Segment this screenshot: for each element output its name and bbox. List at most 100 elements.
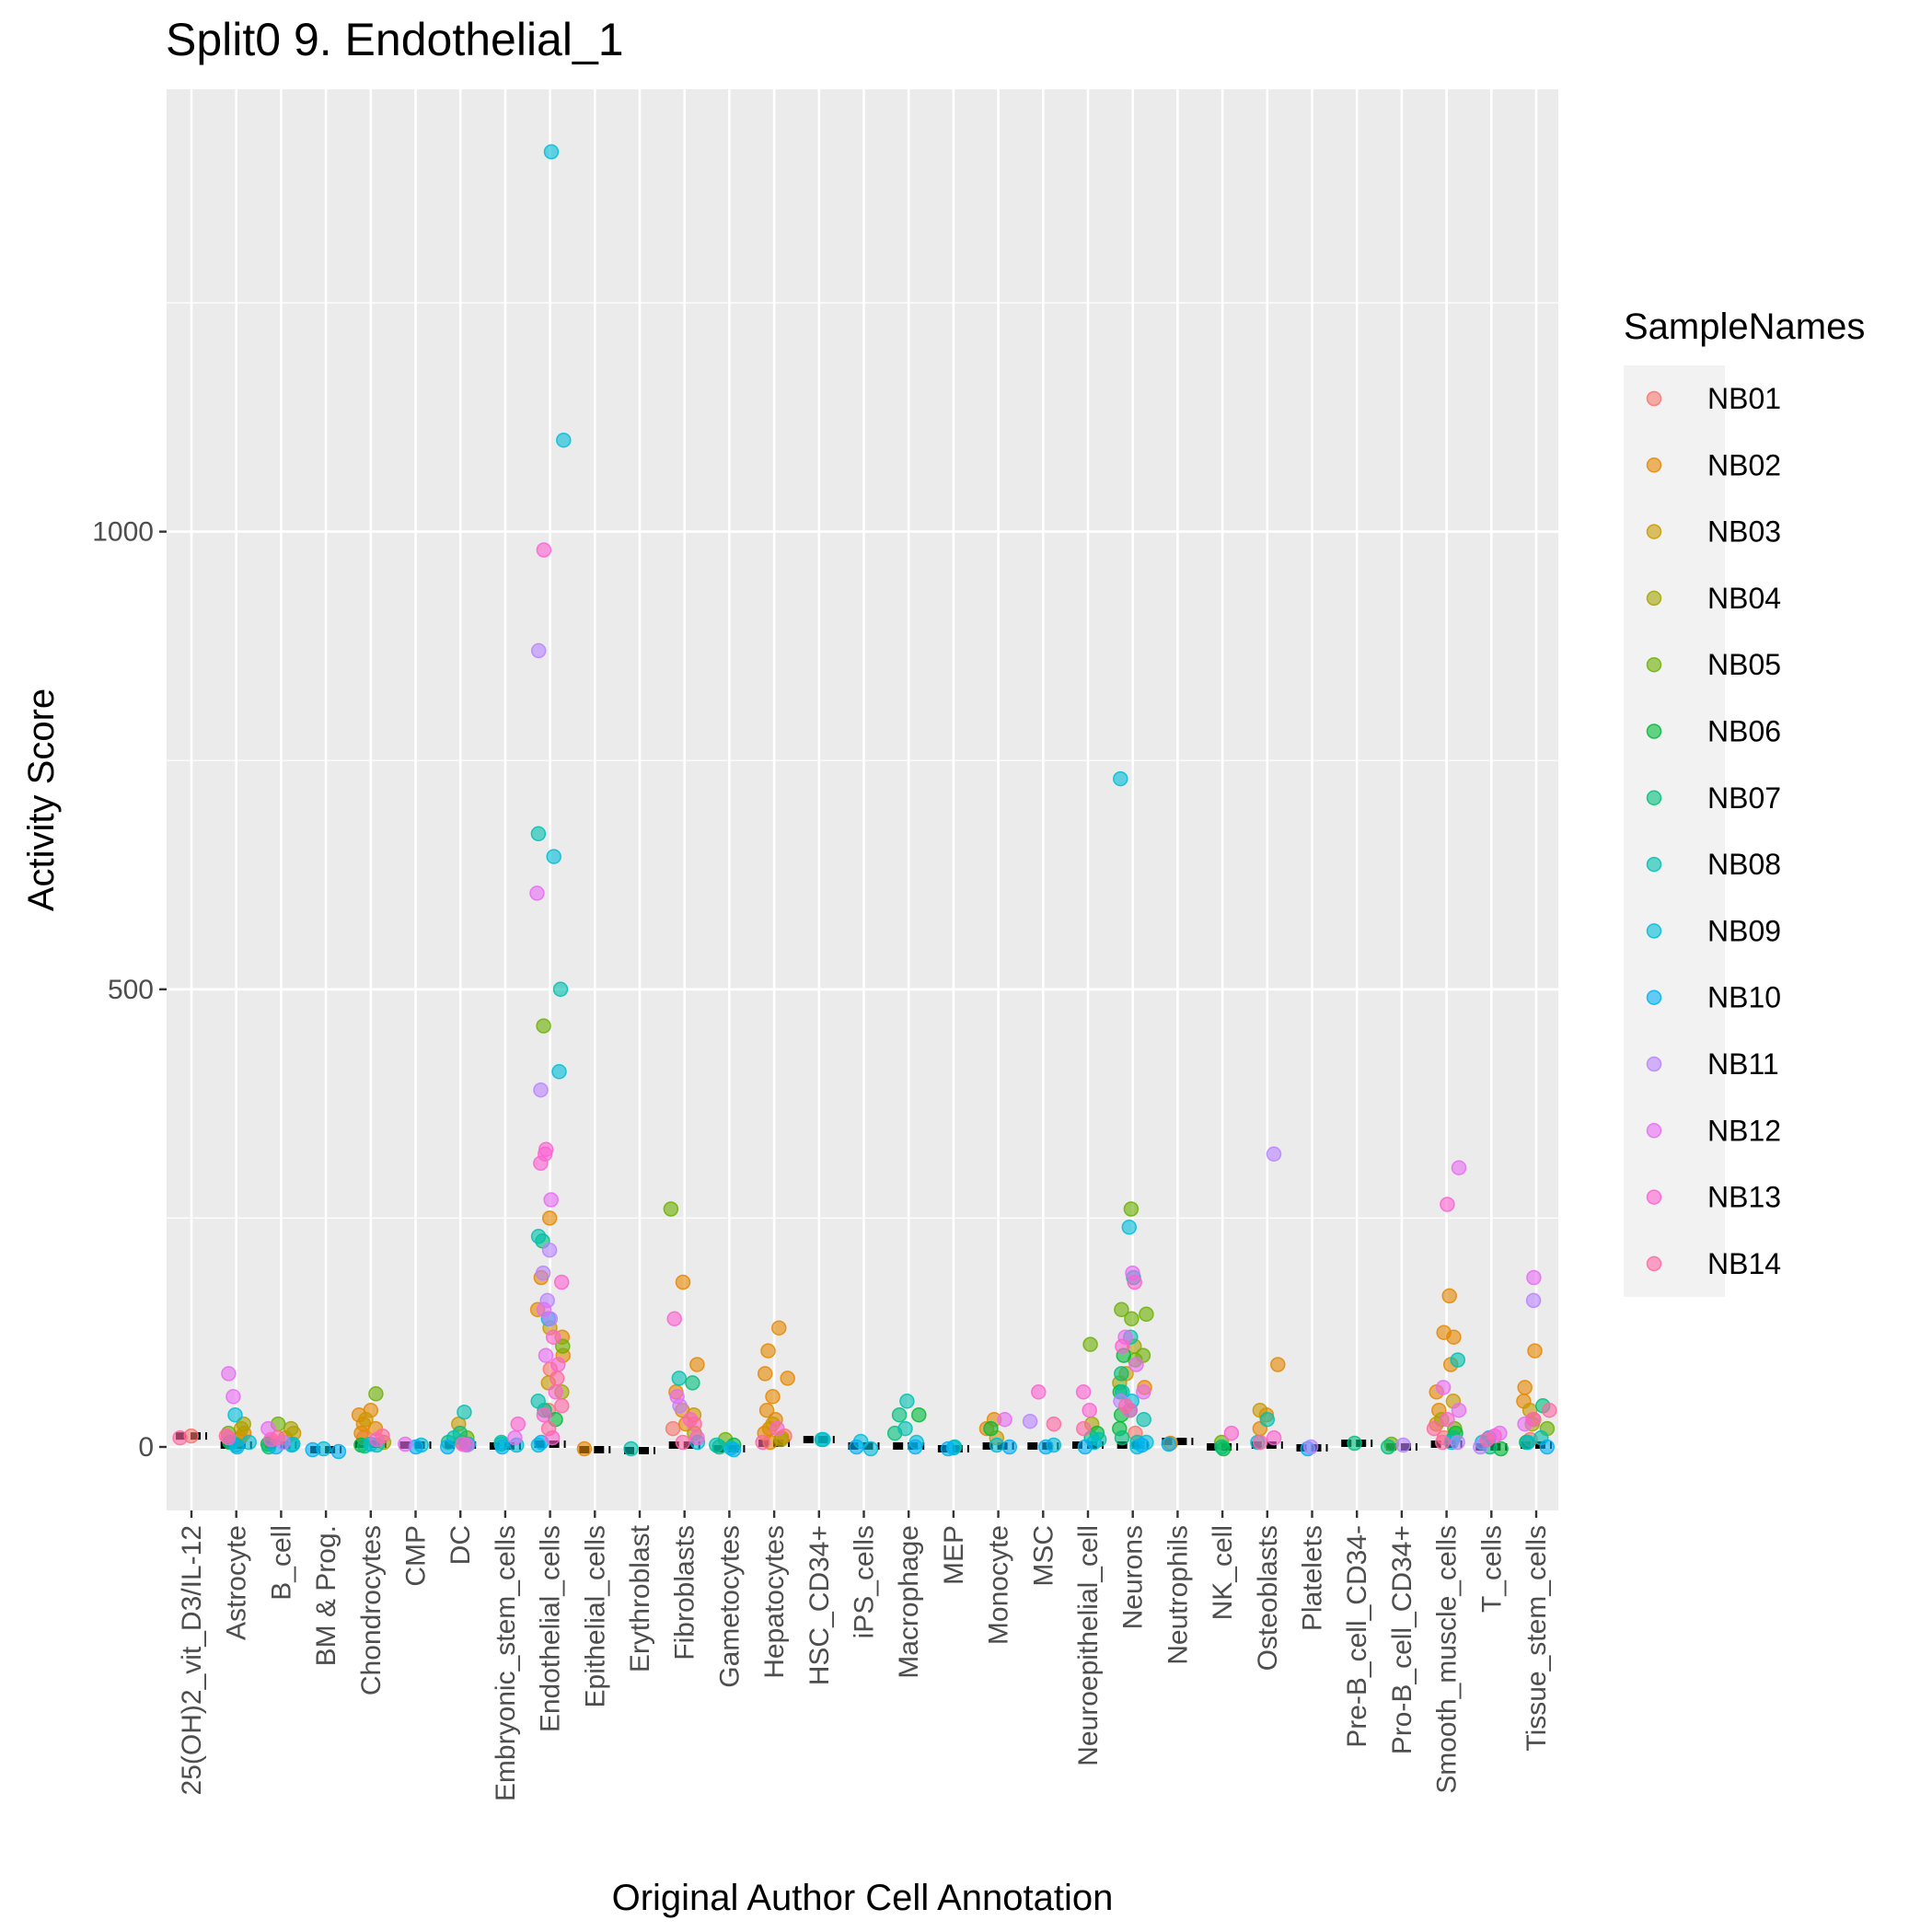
data-point [1076,1420,1092,1437]
data-point [529,885,545,901]
data-point [541,1210,558,1226]
data-point [1539,1439,1556,1455]
data-point [1136,1411,1151,1428]
data-point [530,642,547,659]
data-point [546,849,561,864]
plot-panel [167,89,1558,1510]
data-point [1115,1338,1130,1354]
data-point [553,1274,570,1290]
x-tick-label: Osteoblasts [1253,1525,1283,1671]
legend-label: NB09 [1707,914,1781,947]
grid-lines [167,89,1558,1510]
legend-key [1646,590,1662,607]
data-point [1266,1429,1282,1446]
data-point [685,1375,700,1391]
data-point [709,1437,724,1453]
data-point [305,1441,320,1458]
data-point [1525,1292,1542,1309]
x-tick-label: Neurons [1118,1525,1149,1629]
data-point [554,1398,570,1414]
data-point [1259,1411,1276,1428]
data-point [665,1420,681,1437]
data-point [541,1242,558,1258]
x-tick-label: CMP [401,1525,432,1587]
data-point [1450,1352,1466,1368]
data-point [1022,1413,1038,1429]
x-tick-label: Endothelial_cells [536,1525,566,1732]
x-tick-label: Neuroepithelial_cell [1073,1525,1104,1766]
data-point [536,1301,552,1318]
data-point [1114,1429,1130,1446]
data-point [663,1201,679,1217]
data-point [221,1366,237,1382]
legend-key [1646,856,1662,873]
data-point [1440,1197,1455,1212]
data-point [507,1429,523,1446]
data-point [1451,1160,1467,1175]
x-tick-label: Platelets [1298,1525,1328,1631]
x-tick-label: Macrophage [894,1525,924,1679]
data-point [780,1371,795,1386]
data-point [398,1436,413,1452]
data-point [769,1420,785,1437]
data-point [849,1439,864,1455]
data-point [1223,1425,1240,1441]
data-point [897,1420,913,1437]
legend-label: NB04 [1707,582,1781,615]
data-point [548,1384,564,1400]
data-point [358,1411,374,1428]
legend-key [1646,457,1662,473]
data-point [755,1434,770,1451]
data-point [1479,1431,1495,1448]
legend: SampleNames NB01 NB02 NB03 NB04 NB05 NB06 NB07… [1624,307,1865,1297]
x-tick-label: MSC [1028,1525,1059,1587]
legend-key [1646,989,1662,1005]
legend-key [1646,1189,1662,1205]
data-point [983,1420,999,1437]
x-tick-label: MEP [939,1525,969,1585]
data-point [1426,1420,1442,1437]
data-point [1451,1402,1467,1418]
data-point [535,1265,551,1281]
legend-label: NB07 [1707,781,1781,815]
data-point [765,1389,781,1405]
data-point [1450,1434,1465,1451]
x-tick-label: Embryonic_stem_cells [491,1525,521,1801]
data-point [1114,1366,1129,1382]
legend-key [1646,923,1662,939]
data-point [760,1343,776,1359]
data-point [1038,1439,1054,1455]
x-tick-label: Epithelial_cells [580,1525,610,1707]
x-axis: 25(OH)2_vit_D3/IL-12 Astrocyte B_cell BM & … [177,1510,1552,1801]
data-point [576,1440,593,1457]
x-tick-label: Pro-B_cell_CD34+ [1387,1525,1417,1754]
legend-label: NB05 [1707,648,1781,681]
x-tick-label: DC [445,1525,476,1565]
data-point [997,1411,1012,1428]
y-axis: 0 500 1000 [92,517,167,1463]
x-tick-label: Hepatocytes [759,1525,790,1679]
data-point [666,1311,682,1327]
legend-key [1646,790,1662,806]
data-point [1434,1434,1451,1451]
data-point [1046,1416,1062,1432]
data-point [989,1437,1005,1453]
x-tick-label: Fibroblasts [670,1525,700,1660]
data-point [536,1018,551,1034]
x-tick-label: B_cell [266,1525,296,1601]
legend-key [1646,1056,1662,1072]
data-point [1077,1439,1093,1455]
data-point [891,1406,908,1423]
data-point [1082,1336,1098,1352]
data-point [536,542,552,558]
data-point [816,1431,831,1448]
data-point [899,1394,915,1409]
y-tick-label: 500 [108,975,154,1005]
data-point [1395,1437,1411,1453]
x-tick-label: Astrocyte [222,1525,252,1640]
data-point [1252,1434,1268,1451]
data-point [1266,1146,1282,1163]
data-point [675,1434,691,1451]
data-point [757,1366,773,1382]
data-point [623,1440,639,1457]
